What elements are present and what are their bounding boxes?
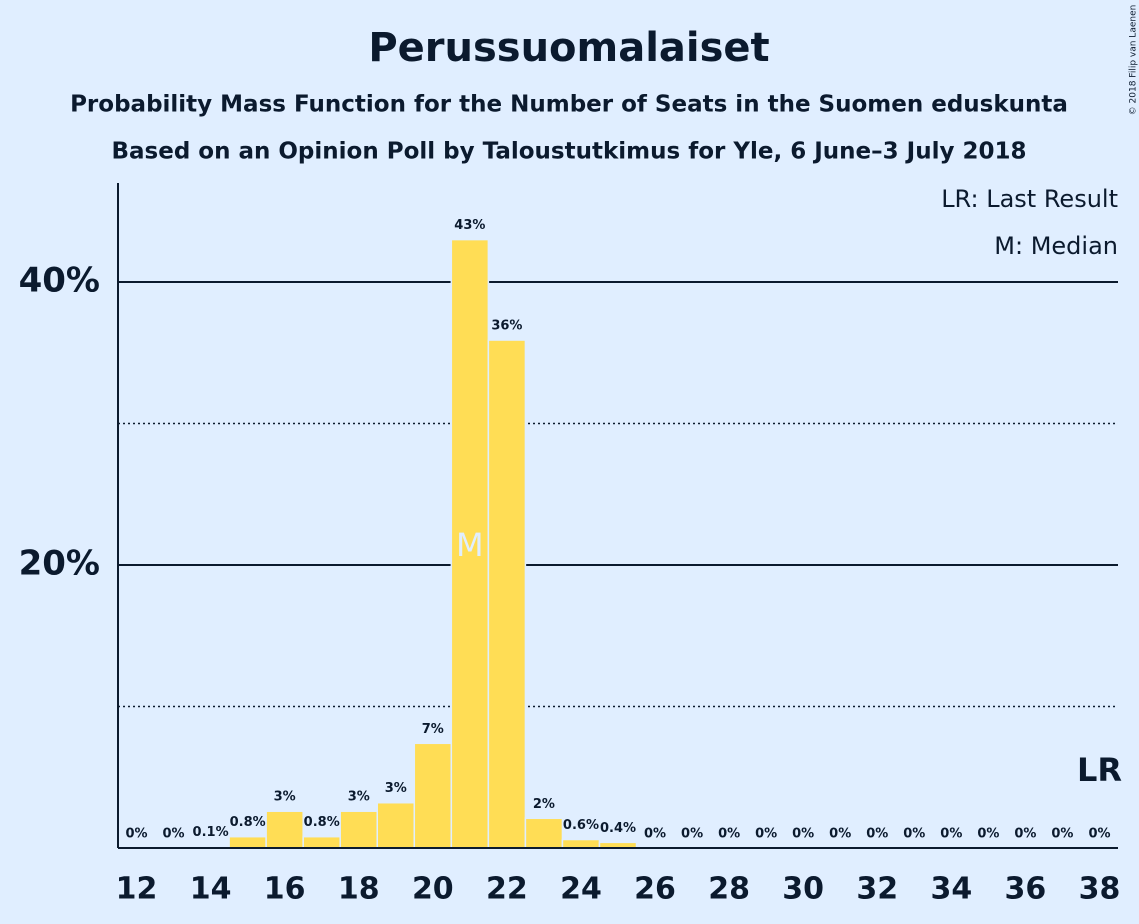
chart-subtitle: Based on an Opinion Poll by Taloustutkim… [111, 139, 1026, 165]
x-tick-label: 30 [782, 872, 824, 907]
value-label: 0% [1051, 827, 1073, 842]
chart-subtitle: Probability Mass Function for the Number… [70, 92, 1068, 118]
value-label: 43% [454, 218, 485, 233]
value-label: 0% [163, 827, 185, 842]
x-tick-label: 28 [708, 872, 750, 907]
x-tick-label: 12 [116, 872, 158, 907]
value-label: 0.6% [563, 818, 599, 833]
y-tick-label: 40% [19, 261, 100, 301]
bar [413, 742, 453, 849]
value-label: 0% [755, 827, 777, 842]
value-label: 0.8% [304, 815, 340, 830]
value-label: 0% [792, 827, 814, 842]
value-label: 0% [903, 827, 925, 842]
x-tick-label: 16 [264, 872, 306, 907]
bar [302, 835, 341, 849]
value-label: 0.4% [600, 821, 636, 836]
value-label: 0% [829, 827, 851, 842]
value-label: 0% [681, 827, 703, 842]
bar [561, 838, 601, 849]
legend-entry: M: Median [994, 232, 1118, 260]
value-label: 0% [125, 827, 147, 842]
bar [228, 835, 267, 849]
last-result-marker: LR [1077, 751, 1122, 789]
value-label: 0% [644, 827, 666, 842]
x-tick-label: 20 [412, 872, 454, 907]
x-tick-label: 36 [1005, 872, 1047, 907]
x-tick-label: 14 [190, 872, 232, 907]
value-label: 2% [533, 797, 555, 812]
x-tick-label: 24 [560, 872, 602, 907]
value-label: 7% [422, 722, 444, 737]
bar [450, 238, 490, 849]
x-tick-label: 38 [1079, 872, 1121, 907]
value-label: 0% [940, 827, 962, 842]
x-tick-label: 22 [486, 872, 528, 907]
bar [265, 810, 304, 849]
value-label: 0% [866, 827, 888, 842]
x-tick-label: 34 [930, 872, 972, 907]
x-tick-label: 32 [856, 872, 898, 907]
y-tick-label: 20% [19, 544, 100, 584]
value-label: 0% [1014, 827, 1036, 842]
value-label: 0.8% [230, 815, 266, 830]
chart-title: Perussuomalaiset [368, 25, 769, 71]
value-label: 3% [348, 790, 370, 805]
bar [524, 817, 564, 849]
value-label: 0.1% [193, 825, 229, 840]
value-label: 0% [1088, 827, 1110, 842]
value-label: 0% [977, 827, 999, 842]
bar [487, 339, 527, 849]
value-label: 3% [274, 790, 296, 805]
bar [339, 810, 379, 849]
bar [376, 801, 416, 849]
copyright: © 2018 Filip van Laenen [1129, 5, 1139, 116]
x-tick-label: 26 [634, 872, 676, 907]
value-label: 3% [385, 781, 407, 796]
value-label: 0% [718, 827, 740, 842]
legend-entry: LR: Last Result [941, 185, 1118, 213]
value-label: 36% [491, 319, 522, 334]
x-tick-label: 18 [338, 872, 380, 907]
median-marker: M [456, 526, 484, 564]
